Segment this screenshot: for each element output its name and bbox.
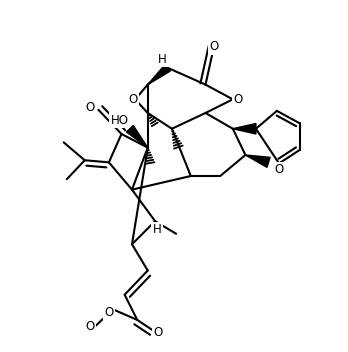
Polygon shape	[126, 126, 148, 147]
Text: O: O	[234, 93, 243, 106]
Text: H: H	[153, 223, 161, 236]
Text: O: O	[104, 306, 113, 319]
Text: O: O	[85, 320, 95, 333]
Text: HO: HO	[110, 114, 128, 127]
Polygon shape	[148, 65, 171, 84]
Polygon shape	[245, 155, 270, 167]
Text: O: O	[209, 40, 219, 53]
Text: O: O	[128, 93, 138, 106]
Text: O: O	[85, 101, 95, 114]
Text: O: O	[275, 163, 284, 176]
Polygon shape	[233, 124, 256, 134]
Text: H: H	[158, 53, 167, 66]
Text: O: O	[153, 326, 163, 339]
